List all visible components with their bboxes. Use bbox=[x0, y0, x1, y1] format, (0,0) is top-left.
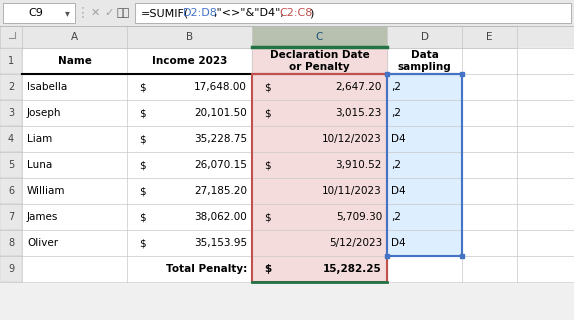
Bar bbox=[0, 48, 22, 74]
Text: ▾: ▾ bbox=[64, 8, 69, 18]
Text: $: $ bbox=[139, 134, 146, 144]
Bar bbox=[252, 26, 387, 48]
Text: Name: Name bbox=[57, 56, 91, 66]
Bar bbox=[0, 204, 22, 230]
Bar bbox=[0, 178, 22, 204]
Text: 5/12/2023: 5/12/2023 bbox=[329, 238, 382, 248]
Text: E: E bbox=[486, 32, 492, 42]
Text: 26,070.15: 26,070.15 bbox=[194, 160, 247, 170]
Bar bbox=[385, 72, 389, 76]
Bar bbox=[0, 230, 22, 256]
Bar bbox=[0, 0, 574, 26]
Bar bbox=[0, 256, 22, 282]
Text: Total Penalty:: Total Penalty: bbox=[166, 264, 247, 274]
Text: William: William bbox=[27, 186, 65, 196]
Bar bbox=[387, 74, 462, 256]
Text: D: D bbox=[421, 32, 429, 42]
Text: 17,648.00: 17,648.00 bbox=[194, 82, 247, 92]
Bar bbox=[462, 26, 517, 48]
Bar bbox=[460, 254, 464, 258]
Text: 3: 3 bbox=[8, 108, 14, 118]
Text: 5,709.30: 5,709.30 bbox=[336, 212, 382, 222]
Bar bbox=[0, 126, 22, 152]
Bar bbox=[252, 74, 387, 282]
Text: D4: D4 bbox=[391, 238, 406, 248]
Text: 2,647.20: 2,647.20 bbox=[336, 82, 382, 92]
Text: 4: 4 bbox=[8, 134, 14, 144]
Text: 35,153.95: 35,153.95 bbox=[194, 238, 247, 248]
Text: Joseph: Joseph bbox=[27, 108, 61, 118]
Bar bbox=[0, 100, 22, 126]
Text: 7: 7 bbox=[8, 212, 14, 222]
Text: $: $ bbox=[139, 212, 146, 222]
Text: 𝑓𝑥: 𝑓𝑥 bbox=[117, 8, 130, 18]
Text: 38,062.00: 38,062.00 bbox=[194, 212, 247, 222]
Text: 20,101.50: 20,101.50 bbox=[194, 108, 247, 118]
Text: $: $ bbox=[139, 108, 146, 118]
Bar bbox=[3, 3, 75, 23]
Text: $: $ bbox=[264, 160, 270, 170]
Text: A: A bbox=[71, 32, 78, 42]
Text: $: $ bbox=[264, 82, 270, 92]
Text: 3,910.52: 3,910.52 bbox=[336, 160, 382, 170]
Text: $: $ bbox=[264, 212, 270, 222]
Bar bbox=[252, 48, 387, 282]
Text: 6: 6 bbox=[8, 186, 14, 196]
Text: ,"<>"&"D4",: ,"<>"&"D4", bbox=[213, 8, 284, 18]
Bar bbox=[0, 26, 574, 48]
Bar bbox=[385, 254, 389, 258]
Text: C: C bbox=[316, 32, 323, 42]
Text: B: B bbox=[186, 32, 193, 42]
Bar bbox=[460, 72, 464, 76]
Text: $: $ bbox=[139, 160, 146, 170]
Text: 5: 5 bbox=[8, 160, 14, 170]
Text: Income 2023: Income 2023 bbox=[152, 56, 227, 66]
Bar bbox=[387, 74, 462, 256]
Bar bbox=[0, 26, 22, 48]
Text: ✕: ✕ bbox=[90, 8, 100, 18]
Text: ): ) bbox=[309, 8, 313, 18]
Text: ,2: ,2 bbox=[391, 212, 401, 222]
Text: Liam: Liam bbox=[27, 134, 52, 144]
Text: ,2: ,2 bbox=[391, 108, 401, 118]
Text: D4: D4 bbox=[391, 134, 406, 144]
Text: ✓: ✓ bbox=[104, 8, 114, 18]
Text: James: James bbox=[27, 212, 59, 222]
Text: 10/12/2023: 10/12/2023 bbox=[322, 134, 382, 144]
Text: 27,185.20: 27,185.20 bbox=[194, 186, 247, 196]
Text: $: $ bbox=[264, 264, 272, 274]
Text: $: $ bbox=[139, 186, 146, 196]
Text: 1: 1 bbox=[8, 56, 14, 66]
Bar bbox=[135, 3, 571, 23]
Text: C2:C8: C2:C8 bbox=[279, 8, 312, 18]
Text: D4: D4 bbox=[391, 186, 406, 196]
Text: 9: 9 bbox=[8, 264, 14, 274]
Text: 3,015.23: 3,015.23 bbox=[336, 108, 382, 118]
Text: 15,282.25: 15,282.25 bbox=[323, 264, 382, 274]
Bar bbox=[387, 26, 462, 48]
Text: =SUMIF(: =SUMIF( bbox=[141, 8, 189, 18]
Text: 35,228.75: 35,228.75 bbox=[194, 134, 247, 144]
Bar bbox=[127, 26, 252, 48]
Bar bbox=[0, 74, 22, 100]
Text: Declaration Date
or Penalty: Declaration Date or Penalty bbox=[270, 50, 370, 72]
Text: ⋮: ⋮ bbox=[76, 6, 90, 20]
Text: D2:D8: D2:D8 bbox=[183, 8, 218, 18]
Text: $: $ bbox=[264, 108, 270, 118]
Bar bbox=[0, 152, 22, 178]
Text: Data
sampling: Data sampling bbox=[398, 50, 451, 72]
Text: $: $ bbox=[139, 82, 146, 92]
Bar bbox=[22, 26, 127, 48]
Text: Luna: Luna bbox=[27, 160, 52, 170]
Text: ,2: ,2 bbox=[391, 82, 401, 92]
Text: Oliver: Oliver bbox=[27, 238, 58, 248]
Text: 8: 8 bbox=[8, 238, 14, 248]
Bar bbox=[22, 48, 574, 282]
Text: 2: 2 bbox=[8, 82, 14, 92]
Text: 10/11/2023: 10/11/2023 bbox=[322, 186, 382, 196]
Text: ,2: ,2 bbox=[391, 160, 401, 170]
Text: Isabella: Isabella bbox=[27, 82, 67, 92]
Text: C9: C9 bbox=[28, 8, 43, 18]
Text: $: $ bbox=[139, 238, 146, 248]
